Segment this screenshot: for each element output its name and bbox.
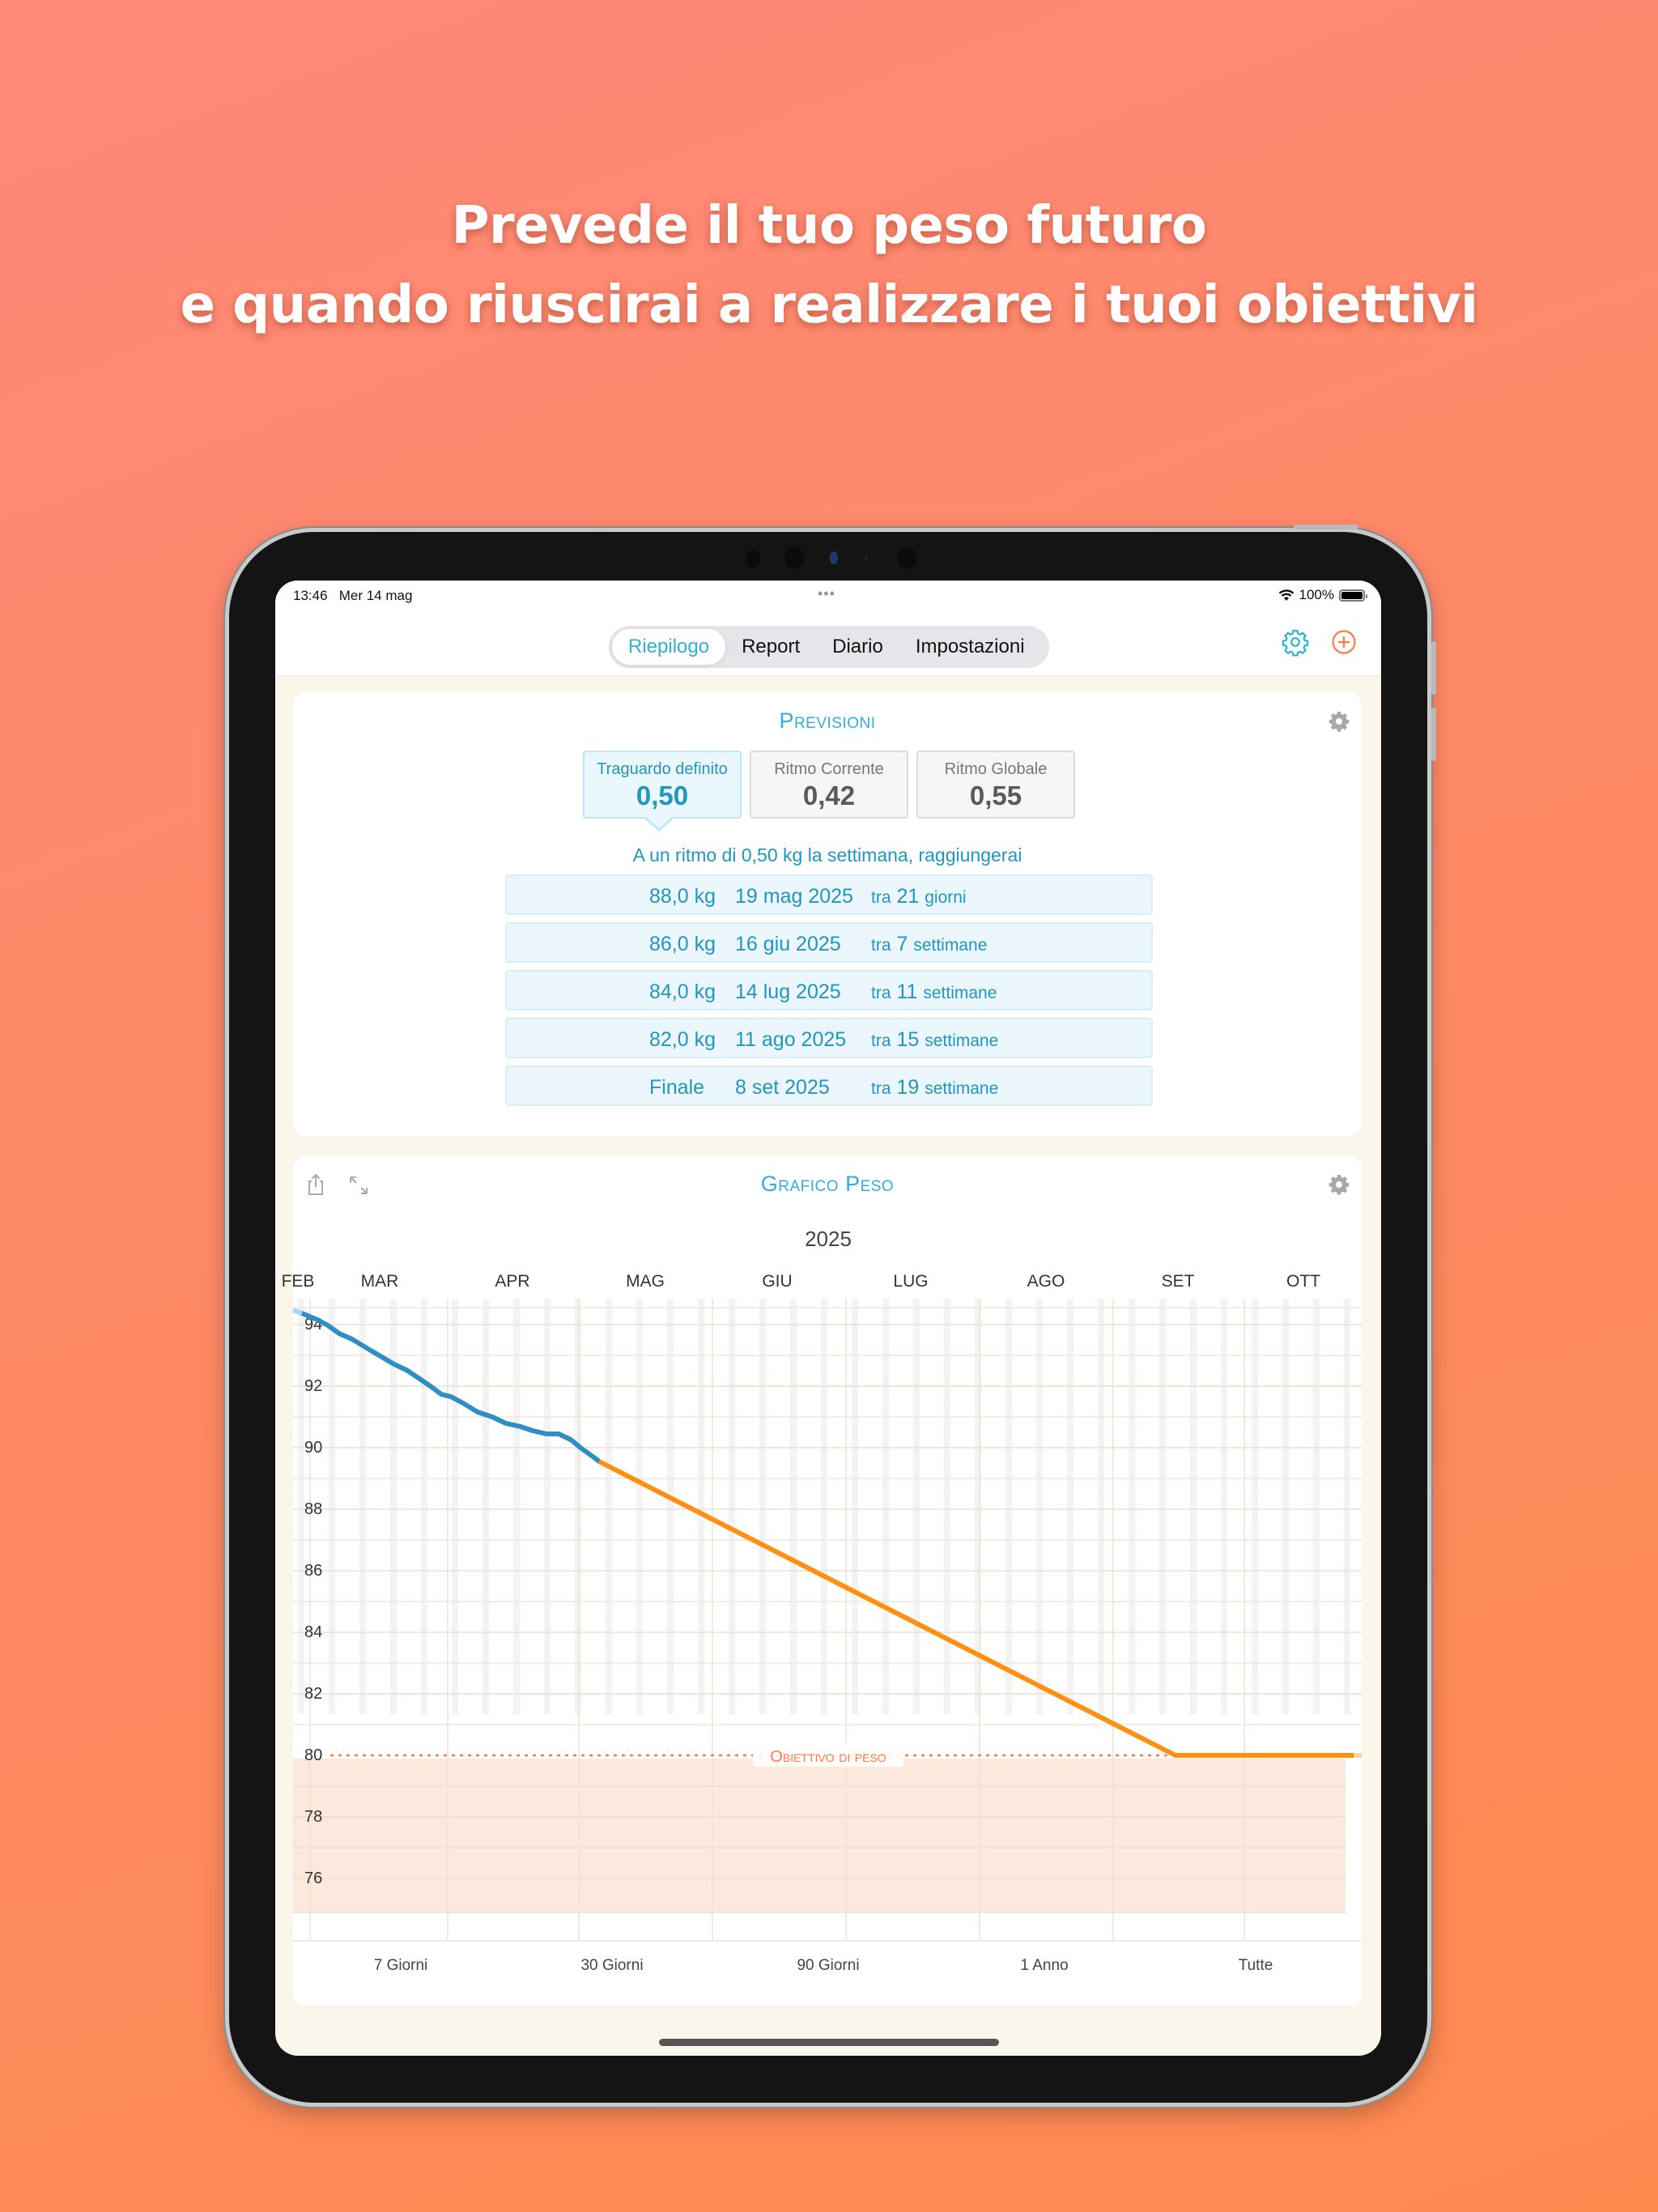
x-tick-giu: GIU bbox=[762, 1272, 792, 1291]
prediction-row: 86,0 kg 16 giu 2025 tra 7 settimane bbox=[505, 922, 1153, 963]
rate-sentence: A un ritmo di 0,50 kg la settimana, ragg… bbox=[632, 844, 1022, 866]
tab-riepilogo[interactable]: Riepilogo bbox=[612, 629, 726, 665]
x-tick-mag: MAG bbox=[626, 1272, 665, 1291]
marketing-headline: Prevede il tuo peso futuro e quando rius… bbox=[0, 186, 1658, 345]
prediction-row: 82,0 kg 11 ago 2025 tra 15 settimane bbox=[505, 1018, 1153, 1058]
camera-array bbox=[229, 543, 1427, 576]
app-screen: 13:46 Mer 14 mag ••• 100% Riepilogo Repo… bbox=[275, 581, 1381, 2056]
x-tick-feb: FEB bbox=[282, 1272, 315, 1291]
share-icon[interactable] bbox=[306, 1173, 325, 1196]
svg-text:92: 92 bbox=[304, 1377, 322, 1395]
multitask-dots[interactable]: ••• bbox=[818, 585, 835, 602]
svg-text:78: 78 bbox=[304, 1808, 322, 1826]
headline-line-2: e quando riuscirai a realizzare i tuoi o… bbox=[180, 275, 1478, 335]
top-button bbox=[1294, 525, 1358, 530]
add-entry-icon[interactable] bbox=[1329, 627, 1358, 657]
svg-text:86: 86 bbox=[304, 1562, 322, 1580]
x-tick-apr: APR bbox=[495, 1272, 529, 1291]
weight-line-chart[interactable]: 2025 FEB MAR APR MAG GIU LUG AGO SET OTT bbox=[275, 581, 1381, 2056]
y-axis-labels: 94 92 90 88 86 84 82 80 78 76 bbox=[304, 1316, 322, 1887]
volume-down-button bbox=[1431, 708, 1436, 761]
svg-text:80: 80 bbox=[304, 1746, 322, 1764]
chart-year-label: 2025 bbox=[805, 1227, 852, 1251]
range-1-year-button[interactable]: 1 Anno bbox=[1020, 1957, 1069, 1974]
battery-percent: 100% bbox=[1299, 587, 1334, 602]
status-time: 13:46 Mer 14 mag bbox=[293, 588, 413, 603]
x-axis-month-labels: FEB MAR APR MAG GIU LUG AGO SET OTT bbox=[282, 1272, 1321, 1291]
forecast-card: Previsioni Traguardo definito 0,50 Ritmo… bbox=[293, 692, 1362, 1136]
x-tick-set: SET bbox=[1162, 1272, 1195, 1291]
home-indicator[interactable] bbox=[659, 2039, 999, 2046]
x-tick-lug: LUG bbox=[893, 1272, 928, 1291]
x-tick-ago: AGO bbox=[1027, 1272, 1065, 1291]
y-major-gridlines bbox=[293, 1324, 1362, 1695]
rate-option-goal[interactable]: Traguardo definito 0,50 bbox=[583, 751, 742, 819]
volume-up-button bbox=[1431, 641, 1436, 695]
x-tick-mar: MAR bbox=[361, 1272, 399, 1291]
tab-diario[interactable]: Diario bbox=[832, 636, 883, 657]
prediction-row: 84,0 kg 14 lug 2025 tra 11 settimane bbox=[505, 970, 1153, 1010]
prediction-row: 88,0 kg 19 mag 2025 tra 21 giorni bbox=[505, 874, 1153, 915]
range-all-button[interactable]: Tutte bbox=[1238, 1957, 1273, 1974]
range-7-days-button[interactable]: 7 Giorni bbox=[373, 1957, 428, 1974]
recorded-weight-line-faded bbox=[291, 1308, 304, 1316]
status-bar: 13:46 Mer 14 mag ••• 100% bbox=[275, 581, 1381, 608]
recorded-weight-line bbox=[300, 1311, 602, 1464]
forecast-title: Previsioni bbox=[779, 708, 876, 733]
range-90-days-button[interactable]: 90 Giorni bbox=[797, 1957, 860, 1974]
range-30-days-button[interactable]: 30 Giorni bbox=[580, 1957, 644, 1974]
svg-text:84: 84 bbox=[304, 1623, 322, 1641]
top-nav-bar: Riepilogo Report Diario Impostazioni bbox=[275, 608, 1381, 676]
svg-text:90: 90 bbox=[304, 1439, 322, 1457]
forecast-weight-line bbox=[597, 1459, 1354, 1758]
gear-icon[interactable] bbox=[1281, 627, 1310, 657]
rate-option-current[interactable]: Ritmo Corrente 0,42 bbox=[750, 751, 908, 819]
plot-area-lower bbox=[293, 1714, 1362, 1942]
tab-report[interactable]: Report bbox=[742, 636, 801, 657]
svg-text:88: 88 bbox=[304, 1500, 322, 1518]
battery-icon bbox=[1339, 589, 1367, 602]
prediction-row-final: Finale 8 set 2025 tra 19 settimane bbox=[505, 1066, 1153, 1106]
goal-weight-label: Obiettivo di peso bbox=[770, 1748, 886, 1766]
chart-settings-gear-icon[interactable] bbox=[1328, 1173, 1350, 1196]
main-tab-control: Riepilogo Report Diario Impostazioni bbox=[609, 626, 1049, 668]
selected-rate-pointer bbox=[644, 817, 674, 832]
tab-impostazioni[interactable]: Impostazioni bbox=[915, 636, 1025, 657]
rate-option-global[interactable]: Ritmo Globale 0,55 bbox=[916, 751, 1075, 819]
headline-line-1: Prevede il tuo peso futuro bbox=[451, 196, 1207, 256]
expand-icon[interactable] bbox=[348, 1175, 369, 1196]
wifi-icon bbox=[1278, 589, 1294, 601]
weight-chart-title: Grafico Peso bbox=[760, 1172, 895, 1196]
forecast-settings-gear-icon[interactable] bbox=[1328, 710, 1350, 733]
svg-text:82: 82 bbox=[304, 1685, 322, 1703]
x-tick-ott: OTT bbox=[1286, 1272, 1320, 1291]
svg-text:76: 76 bbox=[304, 1870, 322, 1887]
